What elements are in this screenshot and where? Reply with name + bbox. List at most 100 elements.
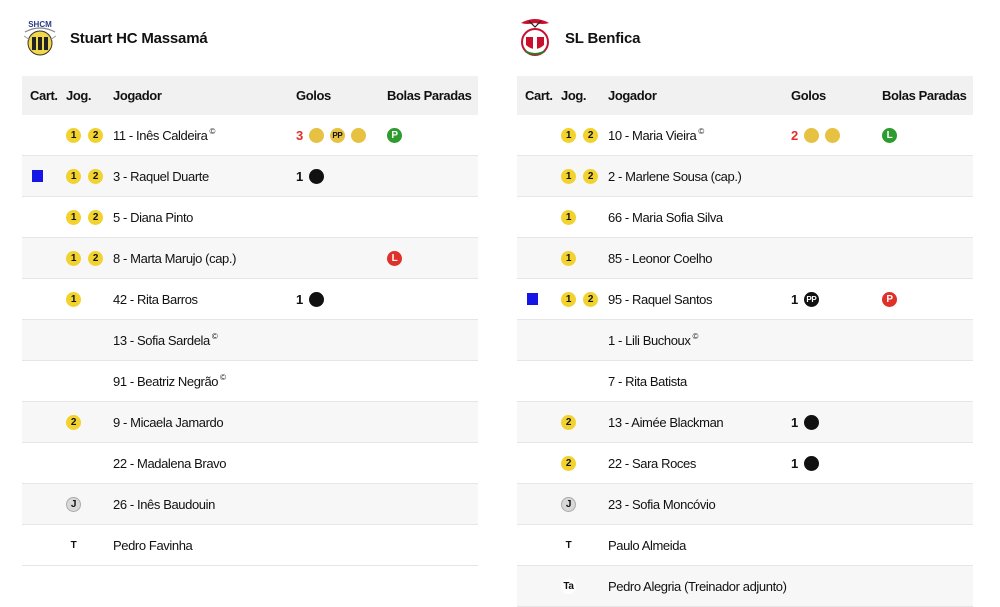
player-cell: 22 - Sara Roces — [608, 456, 791, 471]
player-name[interactable]: 95 - Raquel Santos — [608, 291, 713, 307]
table-row: 1 - Lili Buchoux © — [517, 320, 973, 361]
player-name[interactable]: 7 - Rita Batista — [608, 373, 687, 389]
home-team-header: SHCM Stuart HC Massamá — [22, 0, 478, 76]
set-pieces-cell: P — [387, 127, 478, 143]
goal-ball-icon — [803, 414, 819, 430]
captain-mark-icon: © — [698, 126, 704, 136]
set-piece-icon: L — [387, 250, 402, 266]
table-row: 1 42 - Rita Barros 1 — [22, 279, 478, 320]
col-goals: Golos — [791, 88, 826, 103]
cart-cell — [517, 293, 561, 305]
half-1-badge-icon: 1 — [561, 168, 576, 184]
player-cell: 85 - Leonor Coelho — [608, 251, 791, 266]
home-team-name[interactable]: Stuart HC Massamá — [70, 29, 208, 47]
player-name[interactable]: 22 - Sara Roces — [608, 455, 696, 471]
col-cart: Cart. — [30, 88, 58, 103]
goals-count: 1 — [296, 168, 303, 184]
player-cell: 1 - Lili Buchoux © — [608, 332, 791, 348]
player-name[interactable]: Paulo Almeida — [608, 537, 686, 553]
half-1-badge-icon: 1 — [561, 209, 576, 225]
goal-ball-icon — [308, 127, 324, 143]
table-row: 91 - Beatriz Negrão © — [22, 361, 478, 402]
half-2-badge-icon: 2 — [561, 455, 576, 471]
half-1-badge-icon: 1 — [66, 209, 81, 225]
penalty-goal-icon: PP — [329, 127, 345, 143]
player-cell: 2 - Marlene Sousa (cap.) — [608, 169, 791, 184]
coach-badge-icon: T — [561, 537, 576, 553]
half-2-badge-icon: 2 — [583, 291, 598, 307]
jog-cell: 2 — [66, 414, 113, 430]
table-row: 22 - Madalena Bravo — [22, 443, 478, 484]
player-name[interactable]: Pedro Favinha — [113, 537, 193, 553]
home-team-panel: SHCM Stuart HC Massamá Cart. Jog. Jogado… — [22, 0, 478, 566]
home-crest-lettering: SHCM — [28, 20, 52, 29]
half-2-badge-icon: 2 — [583, 168, 598, 184]
half-1-badge-icon: 1 — [66, 127, 81, 143]
table-row: J 26 - Inês Baudouin — [22, 484, 478, 525]
goal-ball-icon — [350, 127, 366, 143]
blue-card-icon — [32, 170, 43, 182]
player-cell: 3 - Raquel Duarte — [113, 169, 296, 184]
player-name[interactable]: 26 - Inês Baudouin — [113, 496, 215, 512]
away-team-name[interactable]: SL Benfica — [565, 29, 641, 47]
player-cell: 8 - Marta Marujo (cap.) — [113, 251, 296, 266]
set-pieces-cell: L — [387, 250, 478, 266]
half-2-badge-icon: 2 — [88, 168, 103, 184]
half-2-badge-icon: 2 — [88, 250, 103, 266]
player-name[interactable]: 3 - Raquel Duarte — [113, 168, 209, 184]
table-row: T Paulo Almeida — [517, 525, 973, 566]
col-player: Jogador — [608, 88, 657, 103]
jog-cell: 1 — [561, 209, 608, 225]
player-name[interactable]: 13 - Aimée Blackman — [608, 414, 724, 430]
table-row: 13 - Sofia Sardela © — [22, 320, 478, 361]
player-name[interactable]: 66 - Maria Sofia Silva — [608, 209, 723, 225]
goal-ball-icon — [308, 291, 324, 307]
player-name[interactable]: 11 - Inês Caldeira — [113, 127, 208, 143]
half-2-badge-icon: 2 — [561, 414, 576, 430]
table-row: T Pedro Favinha — [22, 525, 478, 566]
table-row: 2 9 - Micaela Jamardo — [22, 402, 478, 443]
player-name[interactable]: 13 - Sofia Sardela — [113, 332, 210, 348]
player-name[interactable]: Pedro Alegria (Treinador adjunto) — [608, 578, 787, 594]
goals-cell: 2 — [791, 127, 882, 143]
table-row: 2 13 - Aimée Blackman 1 — [517, 402, 973, 443]
player-name[interactable]: 85 - Leonor Coelho — [608, 250, 713, 266]
set-piece-icon: P — [387, 127, 402, 143]
player-cell: 10 - Maria Vieira © — [608, 126, 791, 143]
table-row: 7 - Rita Batista — [517, 361, 973, 402]
player-cell: 26 - Inês Baudouin — [113, 497, 296, 512]
player-name[interactable]: 5 - Diana Pinto — [113, 209, 193, 225]
half-1-badge-icon: 1 — [561, 291, 576, 307]
player-name[interactable]: 42 - Rita Barros — [113, 291, 198, 307]
player-cell: 9 - Micaela Jamardo — [113, 415, 296, 430]
captain-mark-icon: © — [209, 126, 215, 136]
player-name[interactable]: 9 - Micaela Jamardo — [113, 414, 224, 430]
player-name[interactable]: 10 - Maria Vieira — [608, 127, 697, 143]
table-row: 2 22 - Sara Roces 1 — [517, 443, 973, 484]
captain-mark-icon: © — [211, 331, 218, 341]
goals-cell: 1 — [791, 414, 882, 430]
half-1-badge-icon: 1 — [66, 291, 81, 307]
set-pieces-cell: P — [882, 291, 973, 307]
player-cell: 7 - Rita Batista — [608, 374, 791, 389]
player-name[interactable]: 22 - Madalena Bravo — [113, 455, 227, 471]
player-name[interactable]: 23 - Sofia Moncóvio — [608, 496, 716, 512]
jog-cell: T — [561, 537, 608, 553]
col-player: Jogador — [113, 88, 162, 103]
goals-cell: 1 — [296, 168, 387, 184]
away-table-header: Cart. Jog. Jogador Golos Bolas Paradas — [517, 76, 973, 115]
goals-count: 1 — [791, 291, 798, 307]
player-name[interactable]: 8 - Marta Marujo (cap.) — [113, 250, 237, 266]
goals-count: 2 — [791, 127, 798, 143]
player-name[interactable]: 2 - Marlene Sousa (cap.) — [608, 168, 742, 184]
half-1-badge-icon: 1 — [561, 127, 576, 143]
goals-cell: 1 — [296, 291, 387, 307]
player-name[interactable]: 91 - Beatriz Negrão — [113, 373, 219, 389]
player-name[interactable]: 1 - Lili Buchoux — [608, 332, 691, 348]
